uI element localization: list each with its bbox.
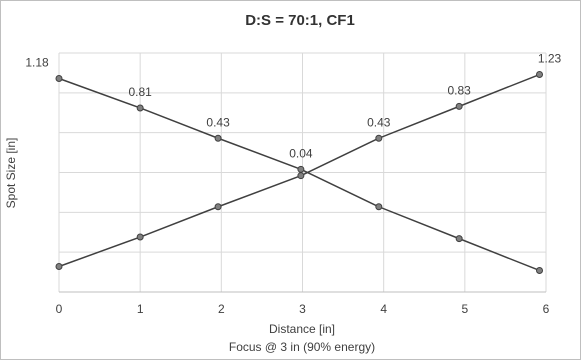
data-point (297, 172, 305, 180)
data-point (297, 165, 305, 173)
data-label: 0.81 (128, 85, 152, 99)
x-tick-label: 6 (543, 302, 550, 316)
x-tick-label: 3 (299, 302, 306, 316)
data-point (55, 74, 63, 82)
data-point (536, 266, 544, 274)
data-label: 0.04 (289, 146, 313, 160)
data-point (214, 134, 222, 142)
data-point (214, 203, 222, 211)
data-point (536, 71, 544, 79)
data-point (375, 134, 383, 142)
data-point (455, 235, 463, 243)
data-label: 1.23 (538, 52, 562, 66)
chart-title: D:S = 70:1, CF1 (245, 12, 355, 29)
y-axis-label: Spot Size [in] (4, 138, 18, 209)
x-tick-label: 1 (137, 302, 144, 316)
data-point (455, 102, 463, 110)
data-point (136, 233, 144, 241)
x-tick-label: 2 (218, 302, 225, 316)
data-label: 0.43 (206, 115, 230, 129)
x-tick-label: 4 (380, 302, 387, 316)
x-axis-label-2: Focus @ 3 in (90% energy) (229, 340, 375, 354)
data-point (136, 104, 144, 112)
data-label: 1.18 (25, 56, 49, 70)
x-tick-label: 0 (56, 302, 63, 316)
x-axis-label: Distance [in] (269, 322, 335, 336)
x-tick-label: 5 (461, 302, 468, 316)
data-label: 0.43 (367, 115, 391, 129)
data-label: 0.83 (447, 84, 471, 98)
data-point (55, 263, 63, 271)
data-point (375, 203, 383, 211)
